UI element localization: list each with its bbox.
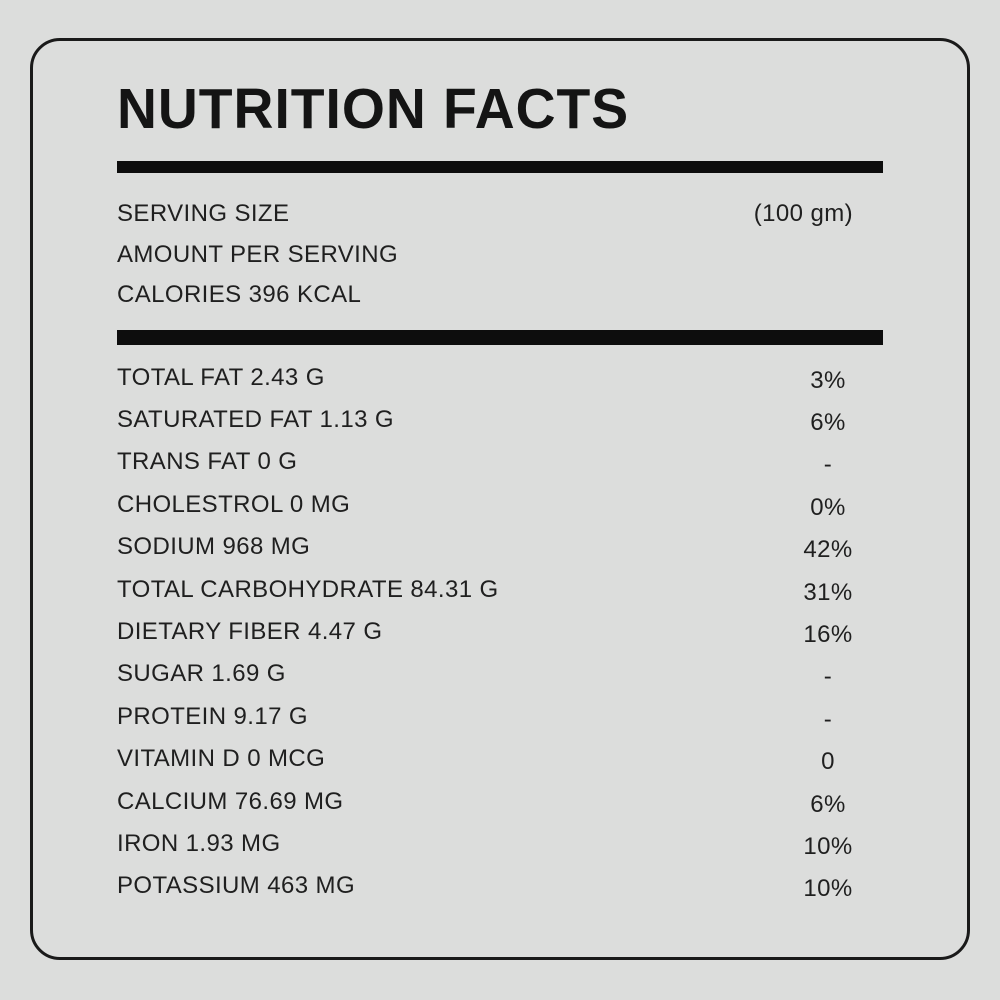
- nutrient-daily-value: -: [823, 663, 833, 691]
- serving-size-row: SERVING SIZE (100 gm): [117, 194, 883, 235]
- nutrient-daily-value: 6%: [810, 409, 846, 437]
- nutrient-label: SUGAR 1.69 G: [117, 660, 286, 688]
- nutrient-daily-value: 3%: [810, 366, 846, 394]
- serving-size-value: (100 gm): [753, 200, 853, 227]
- page-title: NUTRITION FACTS: [117, 77, 630, 141]
- nutrient-label: CHOLESTROL 0 MG: [117, 490, 351, 518]
- nutrient-daily-value: 6%: [810, 790, 846, 818]
- nutrient-row: SATURATED FAT 1.13 G 6%: [117, 399, 883, 441]
- nutrient-row: POTASSIUM 463 MG 10%: [117, 865, 883, 907]
- nutrient-row: VITAMIN D 0 MCG 0: [117, 738, 883, 780]
- nutrient-label: TRANS FAT 0 G: [117, 448, 298, 476]
- nutrient-daily-value: 0: [821, 748, 835, 776]
- nutrient-row: TOTAL FAT 2.43 G 3%: [117, 357, 883, 399]
- nutrient-label: SATURATED FAT 1.13 G: [117, 406, 394, 434]
- nutrient-row: IRON 1.93 MG 10%: [117, 823, 883, 865]
- nutrient-daily-value: 0%: [810, 493, 846, 521]
- nutrient-row: SODIUM 968 MG 42%: [117, 526, 883, 568]
- nutrient-daily-value: -: [823, 705, 833, 733]
- nutrient-daily-value: 16%: [803, 621, 853, 649]
- nutrient-label: TOTAL CARBOHYDRATE 84.31 G: [117, 575, 499, 603]
- section-divider-bar: [117, 329, 883, 345]
- nutrient-daily-value: 10%: [803, 875, 853, 903]
- nutrient-label: VITAMIN D 0 MCG: [117, 745, 326, 773]
- nutrient-label: PROTEIN 9.17 G: [117, 702, 308, 730]
- nutrient-daily-value: -: [823, 451, 833, 479]
- nutrient-row: PROTEIN 9.17 G -: [117, 696, 883, 738]
- nutrient-daily-value: 42%: [803, 536, 853, 564]
- nutrient-row: TOTAL CARBOHYDRATE 84.31 G 31%: [117, 568, 883, 610]
- nutrient-row: CALCIUM 76.69 MG 6%: [117, 780, 883, 822]
- nutrient-row: DIETARY FIBER 4.47 G 16%: [117, 611, 883, 653]
- nutrient-daily-value: 31%: [803, 578, 853, 606]
- title-divider-bar: [117, 161, 883, 173]
- nutrient-label: CALCIUM 76.69 MG: [117, 787, 344, 815]
- nutrient-label: TOTAL FAT 2.43 G: [117, 363, 325, 391]
- nutrient-label: IRON 1.93 MG: [117, 829, 281, 857]
- amount-per-serving-label: AMOUNT PER SERVING: [117, 240, 399, 268]
- serving-size-label: SERVING SIZE: [117, 200, 290, 227]
- nutrient-label: DIETARY FIBER 4.47 G: [117, 618, 383, 646]
- nutrient-row: CHOLESTROL 0 MG 0%: [117, 484, 883, 526]
- nutrition-label-card: NUTRITION FACTS SERVING SIZE (100 gm) AM…: [30, 38, 970, 960]
- nutrient-daily-value: 10%: [803, 832, 853, 860]
- nutrient-label: SODIUM 968 MG: [117, 533, 311, 561]
- nutrient-row: SUGAR 1.69 G -: [117, 653, 883, 695]
- nutrient-row: TRANS FAT 0 G -: [117, 441, 883, 483]
- calories-label: CALORIES 396 KCAL: [117, 281, 362, 308]
- serving-section: SERVING SIZE (100 gm) AMOUNT PER SERVING…: [117, 194, 883, 316]
- nutrient-label: POTASSIUM 463 MG: [117, 872, 356, 900]
- nutrient-table: TOTAL FAT 2.43 G 3% SATURATED FAT 1.13 G…: [117, 357, 883, 908]
